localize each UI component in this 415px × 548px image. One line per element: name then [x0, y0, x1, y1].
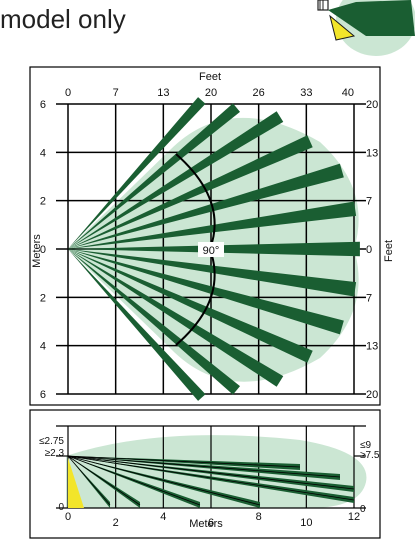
- top-tick-label: 20: [205, 87, 217, 99]
- side-bottom-tick-label: 0: [65, 511, 71, 523]
- left-tick-label: 4: [40, 341, 46, 353]
- beam: [68, 249, 206, 401]
- right-tick-label: 20: [366, 99, 378, 111]
- side-right-ticks: ≤9≥7.5 0: [360, 440, 380, 515]
- side-bottom-tick-label: 2: [113, 517, 119, 529]
- beam: [68, 249, 284, 387]
- side-right-tick-label: ≤9: [360, 440, 371, 451]
- right-axis-label: Feet: [383, 240, 395, 262]
- right-tick-label: 13: [366, 341, 378, 353]
- top-tick-label: 26: [253, 87, 265, 99]
- side-left-tick-label: ≥2.3: [45, 448, 65, 459]
- beam: [68, 249, 313, 363]
- left-tick-label: 6: [40, 99, 46, 111]
- side-right-tick-label: ≥7.5: [360, 450, 380, 461]
- side-left-tick-label: 0: [58, 502, 64, 513]
- side-beam: [68, 456, 354, 503]
- side-bottom-ticks: 0 2 4 6 8 10 12: [65, 511, 360, 529]
- beam: [68, 97, 206, 249]
- page-heading: model only: [0, 4, 126, 34]
- side-beam: [68, 456, 200, 508]
- side-bottom-axis-label: Meters: [189, 518, 223, 530]
- beam: [68, 103, 241, 249]
- side-beam: [68, 456, 110, 508]
- right-tick-label: 20: [366, 389, 378, 401]
- right-tick-label: 13: [366, 147, 378, 159]
- beam: [68, 249, 357, 297]
- side-beam: [68, 456, 140, 508]
- top-axis-label: Feet: [199, 71, 221, 83]
- side-bottom-tick-label: 8: [256, 511, 262, 523]
- side-bottom-tick-label: 12: [348, 511, 360, 523]
- right-axis-ticks: 20 13 7 0 7 13 20: [366, 99, 378, 401]
- left-tick-label: 2: [40, 292, 46, 304]
- side-right-tick-label: 0: [360, 504, 366, 515]
- right-tick-label: 7: [366, 292, 372, 304]
- side-beam: [68, 456, 300, 470]
- top-tick-label: 0: [65, 87, 71, 99]
- beam: [68, 163, 344, 249]
- left-tick-label: 6: [40, 389, 46, 401]
- side-bottom-tick-label: 10: [300, 517, 312, 529]
- top-tick-label: 40: [342, 87, 354, 99]
- side-detection-beams: [67, 455, 355, 508]
- detector-coverage-icon: [317, 0, 415, 56]
- side-beam: [68, 456, 354, 492]
- beam: [68, 201, 357, 249]
- top-tick-label: 13: [157, 87, 169, 99]
- right-tick-label: 0: [366, 244, 372, 256]
- top-axis-ticks: 0 7 13 20 26 33 40: [65, 87, 354, 99]
- side-beam: [68, 456, 340, 480]
- side-beam: [68, 456, 260, 508]
- beam: [68, 135, 313, 249]
- detection-beams: [68, 97, 360, 401]
- top-tick-label: 7: [113, 87, 119, 99]
- beam: [68, 111, 284, 249]
- angle-label: 90°: [203, 245, 220, 257]
- beam: [68, 249, 344, 335]
- left-tick-label: 2: [40, 196, 46, 208]
- side-left-tick-label: ≤2.75: [39, 436, 64, 447]
- left-tick-label: 0: [40, 244, 46, 256]
- top-tick-label: 33: [300, 87, 312, 99]
- left-axis-label: Meters: [31, 234, 43, 268]
- side-bottom-tick-label: 4: [160, 511, 166, 523]
- left-axis-ticks: 6 4 2 0 2 4 6: [40, 99, 46, 401]
- left-tick-label: 4: [40, 147, 46, 159]
- side-bottom-tick-label: 6: [208, 517, 214, 529]
- creep-zone: [68, 458, 84, 508]
- right-tick-label: 7: [366, 196, 372, 208]
- side-left-ticks: ≤2.75≥2.3 0: [39, 436, 64, 513]
- beam: [68, 249, 241, 395]
